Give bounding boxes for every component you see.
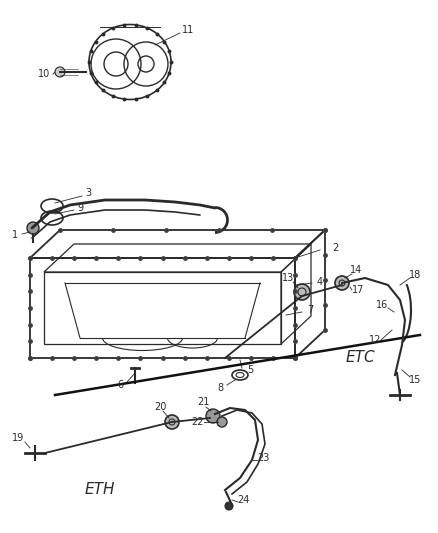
Text: 7: 7 <box>307 305 313 315</box>
Circle shape <box>165 415 179 429</box>
Text: 2: 2 <box>332 243 338 253</box>
Circle shape <box>217 417 227 427</box>
Circle shape <box>27 222 39 234</box>
Text: 12: 12 <box>369 335 381 345</box>
Text: 21: 21 <box>197 397 209 407</box>
Text: 15: 15 <box>409 375 421 385</box>
Text: 10: 10 <box>38 69 50 79</box>
Circle shape <box>206 409 220 423</box>
Text: 16: 16 <box>376 300 388 310</box>
Text: 14: 14 <box>350 265 362 275</box>
Circle shape <box>335 276 349 290</box>
Text: 1: 1 <box>12 230 18 240</box>
Text: ETH: ETH <box>85 482 115 497</box>
Text: 11: 11 <box>182 25 194 35</box>
Circle shape <box>225 502 233 510</box>
Text: 23: 23 <box>257 453 269 463</box>
Text: 17: 17 <box>352 285 364 295</box>
Text: 18: 18 <box>409 270 421 280</box>
Text: 24: 24 <box>237 495 249 505</box>
Circle shape <box>294 284 310 300</box>
Text: 13: 13 <box>282 273 294 283</box>
Circle shape <box>55 67 65 77</box>
Text: 22: 22 <box>192 417 204 427</box>
Text: 9: 9 <box>77 203 83 213</box>
Text: 8: 8 <box>217 383 223 393</box>
Text: 19: 19 <box>12 433 24 443</box>
Text: 20: 20 <box>154 402 166 412</box>
Text: 6: 6 <box>117 380 123 390</box>
Text: 4: 4 <box>317 277 323 287</box>
Text: 5: 5 <box>247 365 253 375</box>
Text: ETC: ETC <box>345 351 375 366</box>
Text: 3: 3 <box>85 188 91 198</box>
